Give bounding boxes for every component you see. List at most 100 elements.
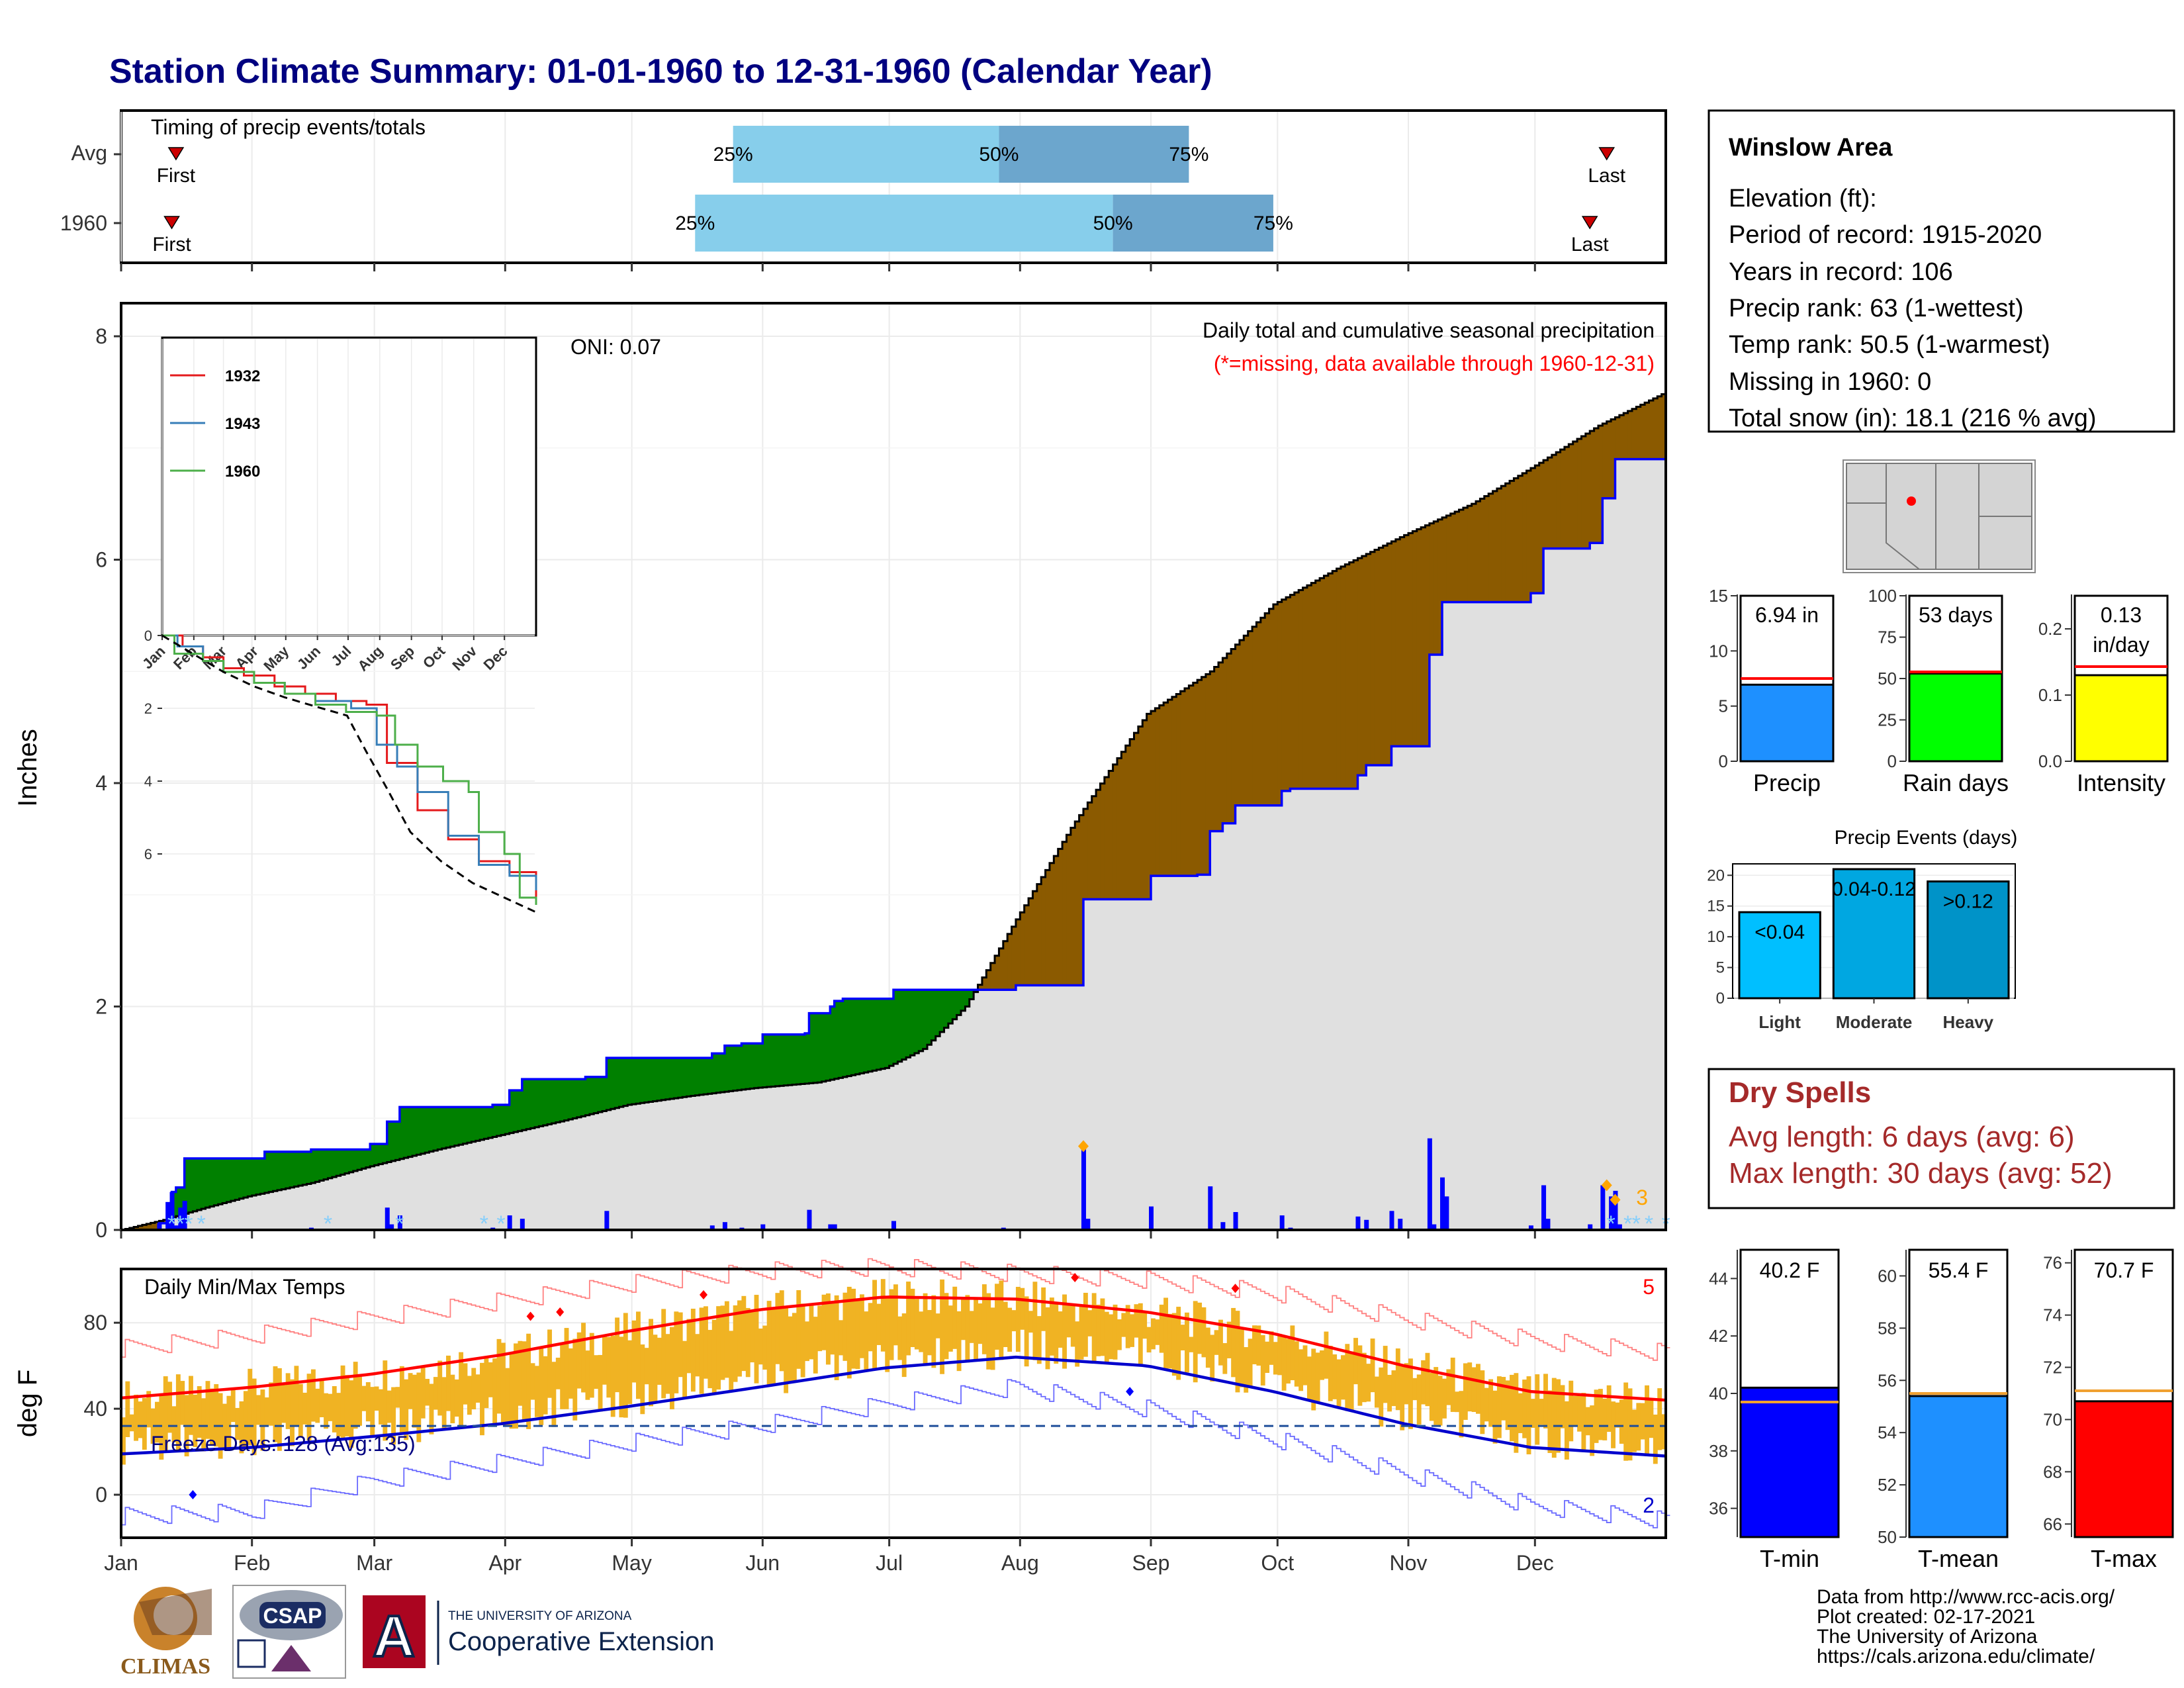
summary-bar-value-label: 6.94 in xyxy=(1755,603,1819,627)
daily-temp-bar xyxy=(1572,1395,1578,1426)
daily-temp-bar xyxy=(1501,1377,1506,1421)
deficit-band xyxy=(1366,553,1371,765)
daily-temp-bar xyxy=(171,1406,177,1442)
daily-temp-bar xyxy=(467,1376,472,1415)
summary-bar-value-label: 53 days xyxy=(1919,603,1993,627)
daily-precip-bar xyxy=(1220,1222,1226,1230)
observed-fill-area xyxy=(121,454,1666,1230)
oni-label: ONI: 0.07 xyxy=(570,335,661,359)
daily-precip-bar xyxy=(1389,1211,1394,1230)
daily-temp-bar xyxy=(690,1309,696,1392)
timing-bar-q25-q50 xyxy=(733,126,999,183)
map-region-shape xyxy=(1846,463,2032,570)
station-line-precip-rank: Precip rank: 63 (1-wettest) xyxy=(1729,295,2024,322)
daily-temp-bar xyxy=(729,1331,734,1391)
daily-temp-bar xyxy=(1606,1385,1612,1432)
daily-temp-bar xyxy=(585,1350,590,1400)
daily-temp-bar xyxy=(1244,1347,1249,1393)
daily-temp-bar xyxy=(1159,1304,1164,1353)
surplus-band xyxy=(471,1107,477,1142)
deficit-band xyxy=(1171,696,1177,876)
daily-temp-bar xyxy=(1467,1362,1473,1412)
daily-temp-bar xyxy=(1336,1359,1342,1407)
inset-legend-label: 1943 xyxy=(225,415,260,433)
daily-temp-bar xyxy=(606,1336,612,1398)
surplus-band xyxy=(606,1058,612,1110)
daily-precip-bar xyxy=(1233,1212,1238,1230)
daily-temp-bar xyxy=(682,1340,688,1398)
surplus-band xyxy=(931,990,936,1041)
deficit-band xyxy=(1370,551,1375,765)
deficit-band xyxy=(1606,421,1612,498)
daily-temp-bar xyxy=(1248,1338,1253,1387)
first-marker-icon xyxy=(163,216,180,230)
temp-bar-y-tick-label: 68 xyxy=(2043,1462,2062,1481)
daily-temp-bar xyxy=(340,1365,345,1438)
surplus-band xyxy=(374,1144,379,1166)
deficit-band xyxy=(1180,691,1185,876)
precip-y-tick-label: 8 xyxy=(95,324,107,348)
daily-precip-bar xyxy=(1613,1190,1618,1230)
daily-temp-bar xyxy=(1113,1304,1118,1360)
events-bar-label: <0.04 xyxy=(1754,921,1805,943)
daily-temp-bar xyxy=(568,1348,573,1399)
surplus-band xyxy=(496,1105,502,1137)
daily-temp-bar xyxy=(1510,1374,1514,1442)
summary-bar-value xyxy=(1739,683,1835,763)
daily-temp-bar xyxy=(948,1305,953,1352)
month-label: Oct xyxy=(1261,1551,1294,1575)
snow-day-asterisk-icon: * xyxy=(395,1211,404,1237)
surplus-band xyxy=(484,1107,489,1139)
daily-temp-bar xyxy=(1193,1301,1198,1383)
deficit-band xyxy=(1391,541,1396,747)
daily-temp-bar xyxy=(872,1280,877,1369)
tmin-bar: 36 38 40 42 44 40.2 F T-min xyxy=(1709,1248,1840,1572)
deficit-band xyxy=(1142,720,1148,900)
deficit-band xyxy=(138,1225,143,1230)
surplus-band xyxy=(758,1043,763,1088)
daily-temp-bar xyxy=(788,1316,793,1383)
daily-temp-bar xyxy=(1433,1367,1439,1425)
timing-q25-label: 25% xyxy=(675,212,715,234)
daily-precip-bar xyxy=(1427,1138,1432,1230)
daily-temp-bar xyxy=(1598,1389,1603,1440)
daily-temp-bar xyxy=(724,1301,729,1378)
surplus-band xyxy=(690,1058,696,1096)
surplus-band xyxy=(281,1151,287,1190)
daily-temp-bar xyxy=(222,1403,227,1450)
surplus-band xyxy=(864,998,869,1073)
surplus-band xyxy=(505,1105,510,1135)
snow-event-diamond-icon xyxy=(1601,1179,1612,1192)
daily-temp-bar xyxy=(1087,1310,1093,1336)
surplus-band xyxy=(619,1058,624,1107)
surplus-band xyxy=(500,1105,506,1135)
daily-temp-bar xyxy=(636,1311,641,1399)
surplus-band xyxy=(704,1058,709,1095)
daily-temp-bar xyxy=(1640,1403,1645,1440)
footer-line-data: Data from http://www.rcc-acis.org/ xyxy=(1817,1586,2115,1608)
daily-temp-bar xyxy=(475,1374,480,1403)
surplus-band xyxy=(189,1158,194,1213)
daily-precip-bar xyxy=(1432,1224,1437,1230)
daily-precip-bar xyxy=(397,1215,402,1230)
surplus-band xyxy=(459,1107,464,1145)
snow-day-asterisk-icon: * xyxy=(1606,1211,1615,1237)
summary-y-tick-label: 0 xyxy=(1888,751,1897,771)
surplus-band xyxy=(665,1058,670,1100)
surplus-band xyxy=(720,1053,725,1092)
surplus-band xyxy=(387,1121,392,1162)
surplus-band xyxy=(859,998,864,1074)
surplus-band xyxy=(518,1090,523,1131)
daily-temp-bar xyxy=(1260,1335,1265,1386)
daily-temp-bar xyxy=(1556,1379,1561,1453)
deficit-band xyxy=(1054,856,1059,986)
daily-temp-bar xyxy=(1653,1414,1658,1464)
daily-precip-bar xyxy=(1364,1219,1369,1230)
temp-y-tick-label: 0 xyxy=(95,1483,107,1507)
daily-temp-bar xyxy=(142,1397,147,1450)
surplus-band xyxy=(416,1107,422,1155)
daily-precip-bar xyxy=(1085,1219,1091,1230)
daily-temp-bar xyxy=(1450,1357,1455,1412)
daily-temp-bar xyxy=(927,1309,932,1356)
